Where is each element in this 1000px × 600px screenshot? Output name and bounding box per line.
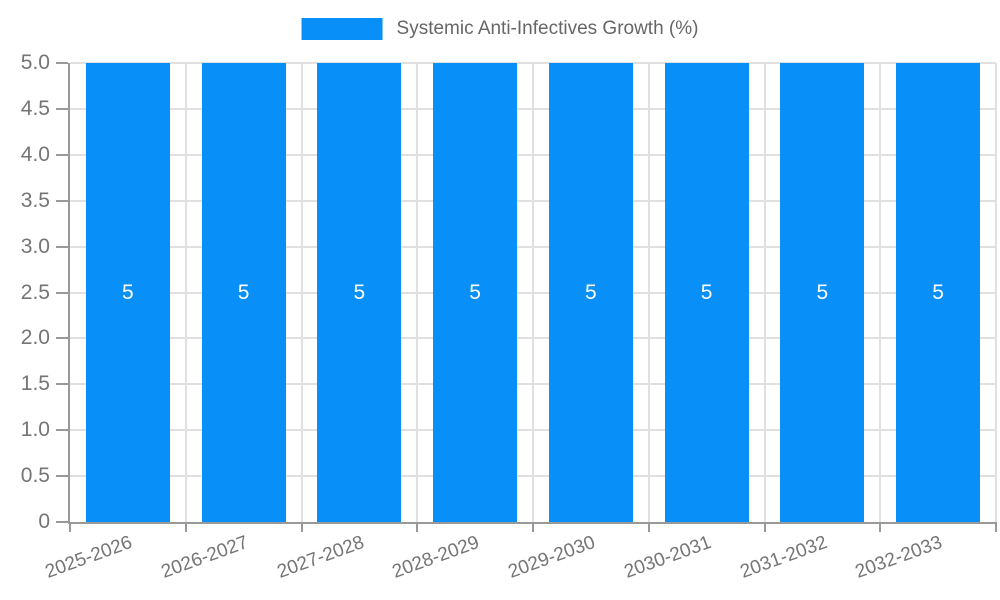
y-axis-tick-label: 3.0 — [20, 234, 50, 258]
x-axis-tick — [532, 522, 534, 532]
x-axis-category-label: 2025-2026 — [42, 532, 136, 583]
y-axis-tick-label: 0 — [38, 510, 50, 533]
bar[interactable]: 5 — [85, 63, 170, 522]
gridline-vertical — [763, 63, 766, 522]
y-axis-tick-label: 1.5 — [20, 372, 50, 396]
bar[interactable]: 5 — [664, 63, 749, 522]
bar-value-label: 5 — [353, 280, 366, 304]
bar-value-label: 5 — [932, 280, 944, 304]
y-axis-tick — [56, 62, 68, 64]
x-axis-category-label: 2027-2028 — [273, 532, 367, 583]
bar-value-label: 5 — [122, 280, 134, 304]
y-axis-tick — [56, 337, 68, 340]
y-axis-tick-label: 3.5 — [20, 188, 50, 212]
x-axis-category-label: 2032-2033 — [852, 532, 946, 583]
bar[interactable]: 5 — [780, 63, 865, 522]
y-axis-tick — [56, 429, 68, 432]
y-axis-tick-label: 2.0 — [20, 326, 50, 350]
y-axis-tick — [56, 107, 68, 110]
y-axis-tick — [56, 475, 68, 478]
x-axis-tick — [763, 522, 766, 532]
y-axis-tick-label: 1.0 — [20, 418, 50, 442]
y-axis-tick — [56, 291, 68, 294]
gridline-vertical — [879, 63, 882, 522]
bar-value-label: 5 — [585, 280, 597, 304]
x-axis-tick — [300, 522, 303, 532]
x-axis-tick — [879, 522, 882, 532]
gridline-vertical — [184, 63, 187, 522]
x-axis-tick — [69, 522, 71, 532]
x-axis-category-label: 2028-2029 — [389, 532, 483, 583]
gridline-vertical — [300, 63, 303, 522]
plot-area: 0 0.5 1.0 1.5 2.0 2.5 3.0 3.5 4.0 4.5 5.0 5 5 5 5 5 5 5 5 2… — [21, 52, 997, 583]
y-axis-tick-label: 5.0 — [20, 51, 50, 74]
y-axis-tick-label: 2.5 — [20, 280, 50, 304]
x-axis-tick — [416, 522, 419, 532]
y-axis-tick-label: 4.5 — [20, 96, 50, 120]
legend[interactable]: Systemic Anti-Infectives Growth (%) — [301, 18, 699, 40]
y-axis-tick-label: 0.5 — [20, 464, 50, 488]
y-axis-tick-label: 4.0 — [20, 142, 50, 166]
x-axis-tick — [995, 522, 997, 532]
legend-label: Systemic Anti-Infectives Growth (%) — [396, 18, 699, 39]
gridline-vertical — [416, 63, 419, 522]
legend-swatch — [301, 18, 383, 40]
y-axis-tick — [56, 153, 68, 156]
x-axis-category-label: 2029-2030 — [505, 532, 599, 583]
gridline-vertical — [532, 63, 534, 522]
bar-value-label: 5 — [469, 280, 481, 304]
x-axis-tick — [184, 522, 187, 532]
y-axis-tick — [56, 245, 68, 248]
bar[interactable]: 5 — [317, 63, 402, 522]
bar[interactable]: 5 — [548, 63, 633, 522]
bar[interactable]: 5 — [201, 63, 286, 522]
y-axis-tick — [56, 199, 68, 202]
x-axis-category-label: 2031-2032 — [736, 532, 830, 583]
y-axis-tick — [56, 383, 68, 386]
x-axis-category-label: 2026-2027 — [158, 532, 251, 583]
bar[interactable]: 5 — [433, 63, 518, 522]
y-axis-tick — [56, 521, 68, 523]
gridline-vertical — [647, 63, 650, 522]
x-axis-category-label: 2030-2031 — [621, 532, 714, 583]
bar[interactable]: 5 — [896, 63, 981, 522]
x-axis-tick — [647, 522, 650, 532]
bar-value-label: 5 — [237, 280, 250, 304]
bar-value-label: 5 — [816, 280, 829, 304]
gridline-vertical — [995, 63, 997, 522]
bar-value-label: 5 — [700, 280, 713, 304]
